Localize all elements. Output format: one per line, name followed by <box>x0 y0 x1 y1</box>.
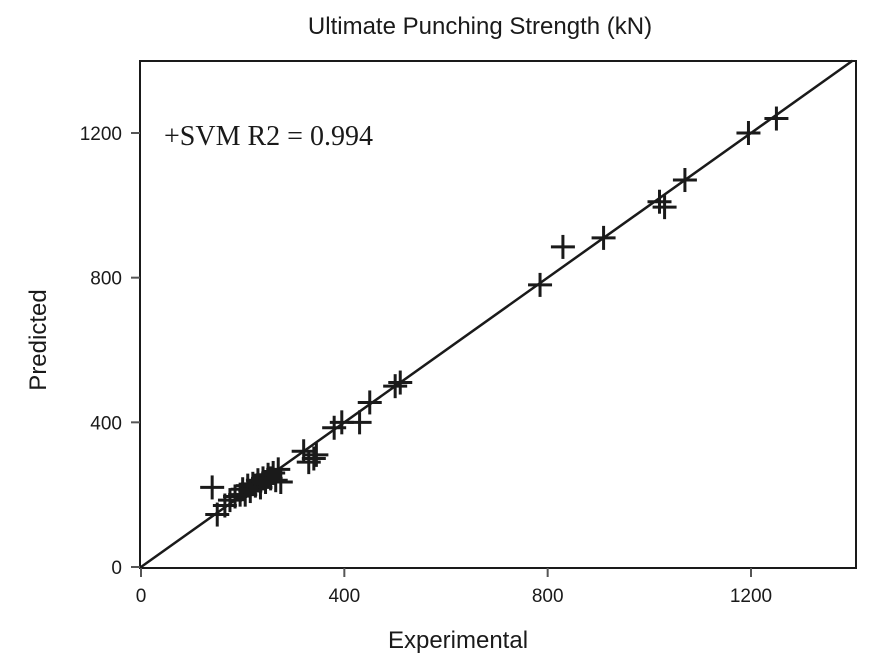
y-axis-ticks: 0 400 800 1200 <box>80 124 140 579</box>
plus-marker <box>266 457 291 482</box>
plus-marker <box>304 442 329 467</box>
plus-marker <box>672 168 697 193</box>
plus-marker <box>528 272 553 297</box>
data-points <box>200 106 789 527</box>
plus-marker <box>388 370 413 395</box>
x-axis-ticks: 0 400 800 1200 <box>136 568 772 607</box>
plus-marker <box>357 390 382 415</box>
plus-marker <box>550 234 575 259</box>
plot-frame <box>139 60 857 569</box>
plus-marker <box>217 488 242 513</box>
y-tick-label: 400 <box>90 413 122 434</box>
plus-marker <box>591 225 616 250</box>
y-axis-label: Predicted <box>25 289 52 390</box>
y-tick-label: 800 <box>90 269 122 290</box>
chart-title: Ultimate Punching Strength (kN) <box>308 13 652 40</box>
r2-annotation: +SVM R2 = 0.994 <box>164 121 373 152</box>
x-tick-label: 1200 <box>730 586 772 607</box>
x-tick-label: 0 <box>136 586 147 607</box>
x-tick-label: 400 <box>328 586 360 607</box>
plus-marker <box>347 410 372 435</box>
x-axis-label: Experimental <box>388 627 528 654</box>
plus-marker <box>647 189 672 214</box>
plus-marker <box>301 446 326 471</box>
plus-marker <box>652 195 677 220</box>
plus-marker <box>263 468 288 493</box>
plus-marker <box>383 374 408 399</box>
plus-marker <box>200 475 225 500</box>
plus-marker <box>736 121 761 145</box>
plus-marker <box>764 106 789 131</box>
x-tick-label: 800 <box>532 586 564 607</box>
y-tick-label: 0 <box>111 558 122 579</box>
plus-marker <box>268 470 293 495</box>
y-tick-label: 1200 <box>80 124 122 145</box>
